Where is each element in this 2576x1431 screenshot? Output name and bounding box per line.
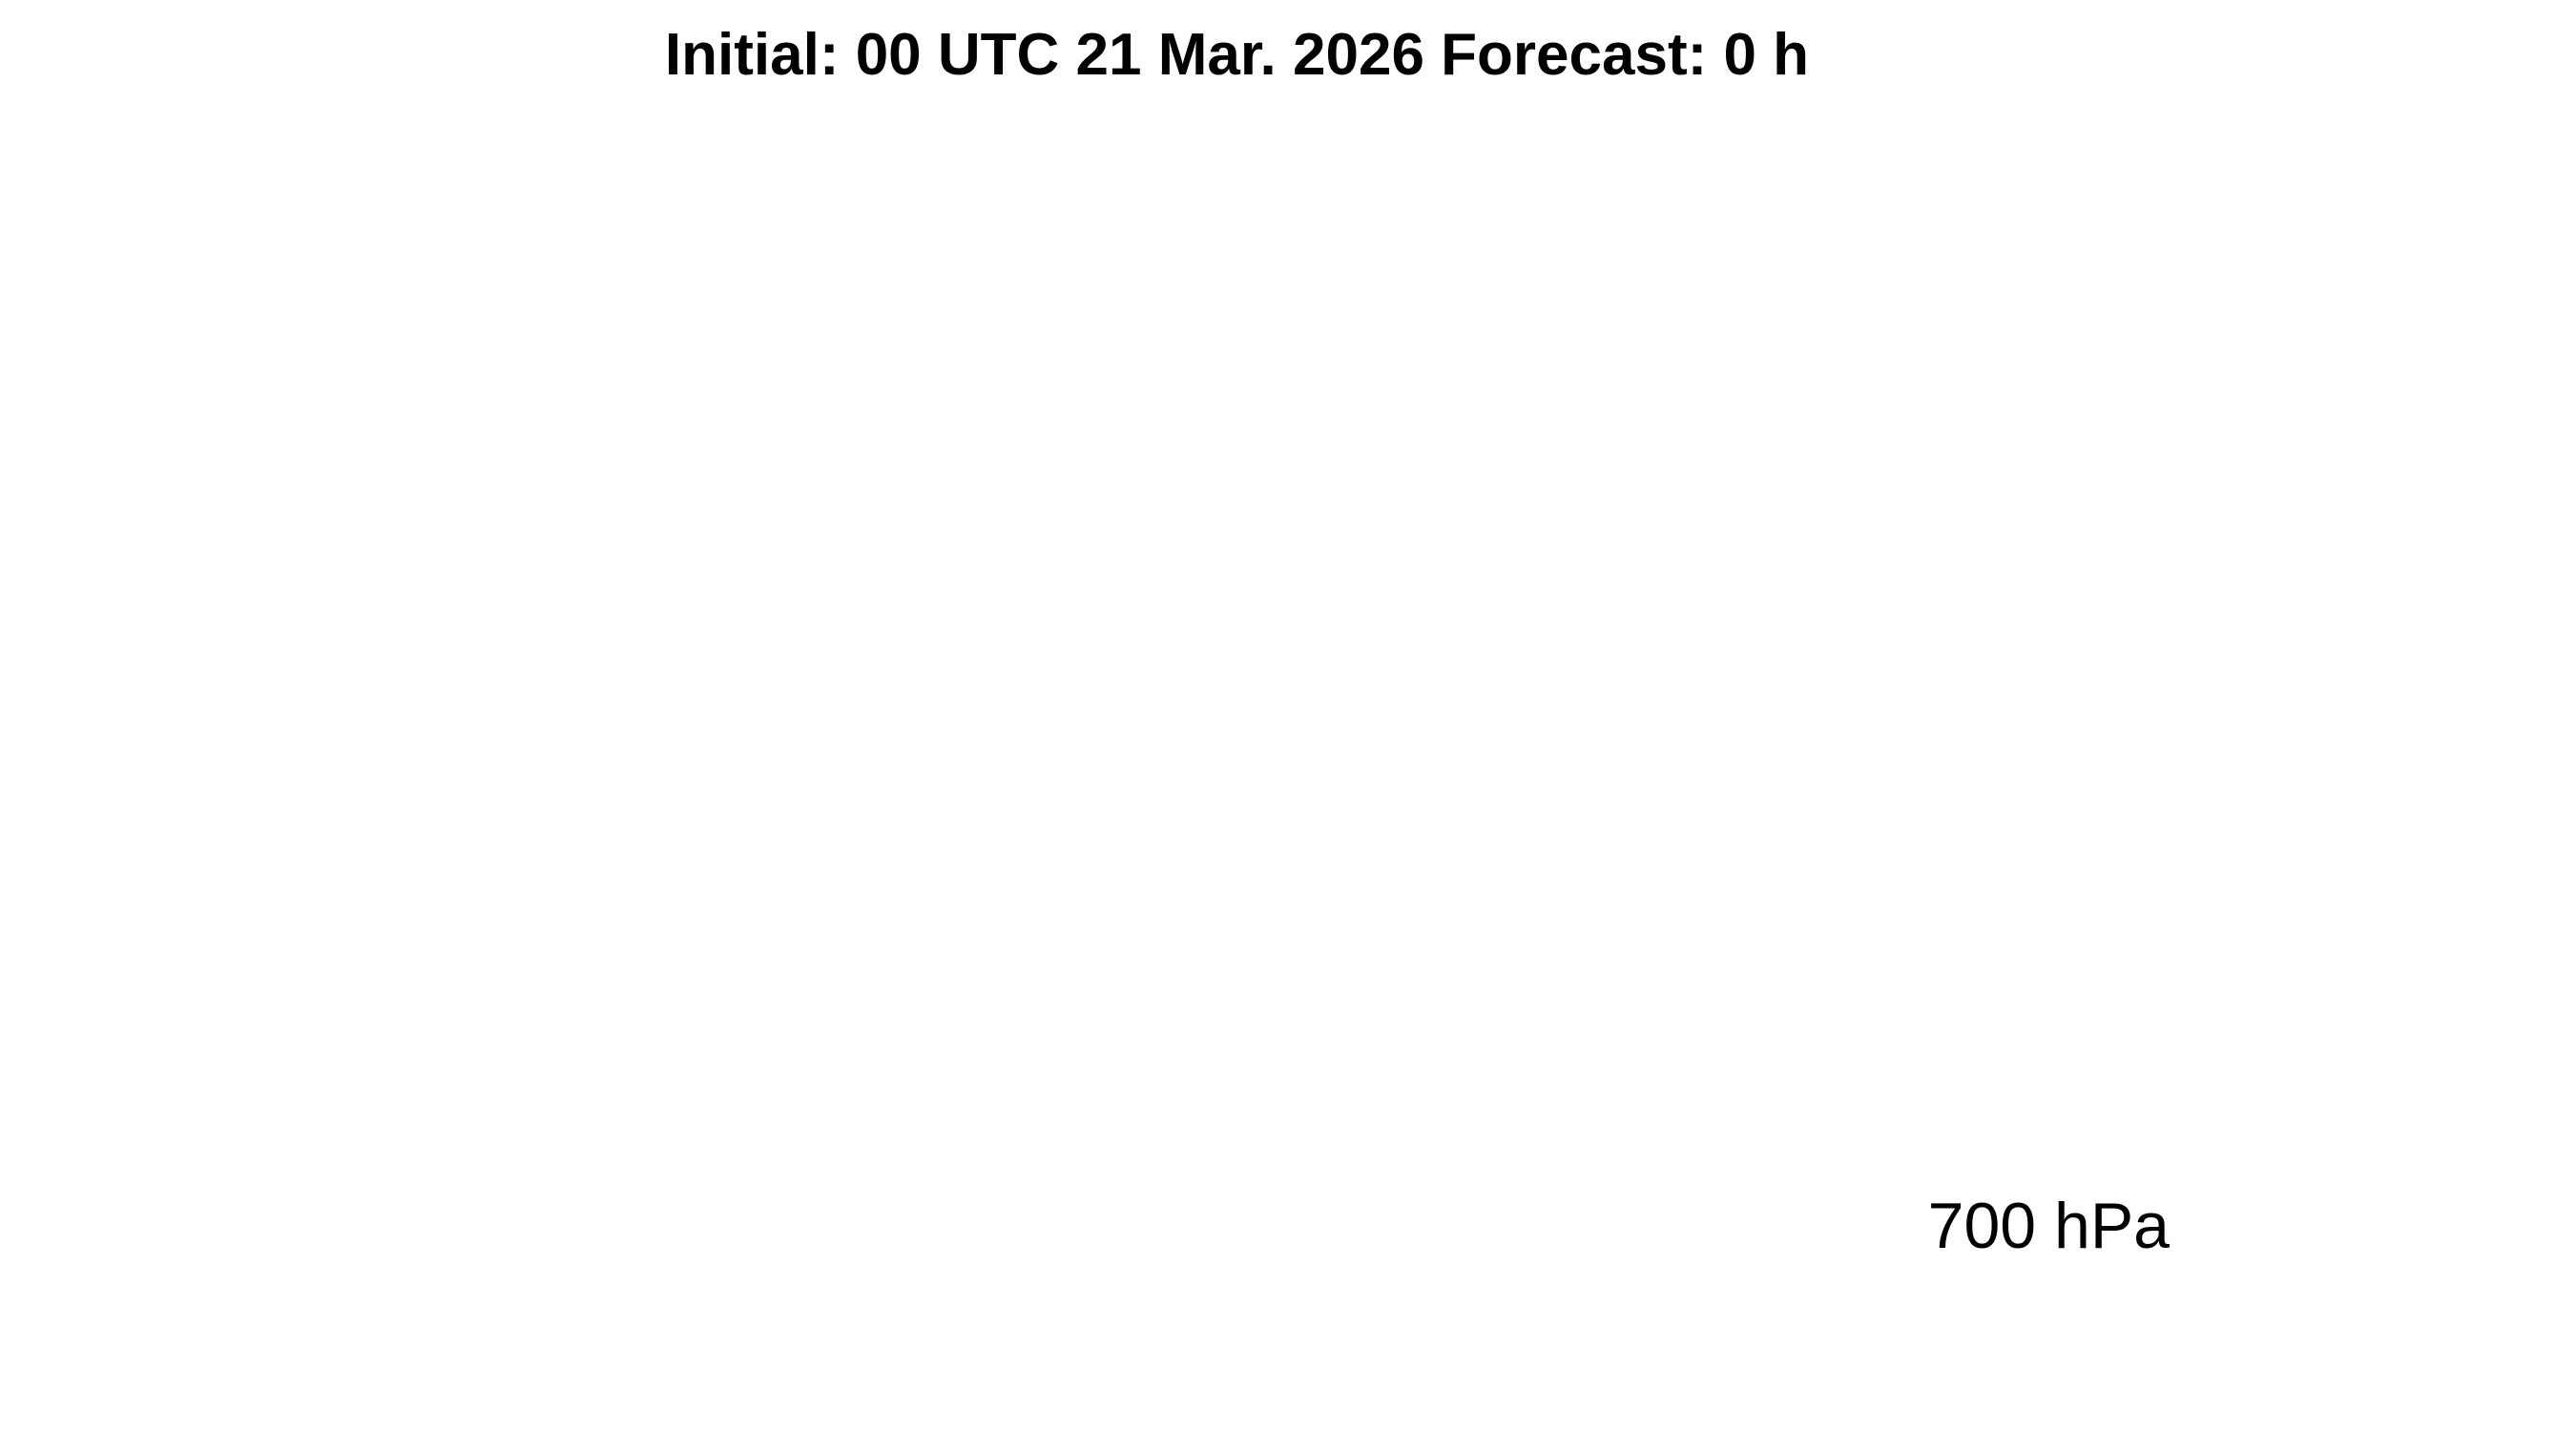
plot-title: Initial: 00 UTC 21 Mar. 2026 Forecast: 0… [664, 22, 1810, 88]
map-heatmap-canvas [310, 103, 2164, 1276]
pressure-level-label: 700 hPa [1927, 1190, 2170, 1262]
colorbar-canvas [2190, 103, 2274, 1276]
